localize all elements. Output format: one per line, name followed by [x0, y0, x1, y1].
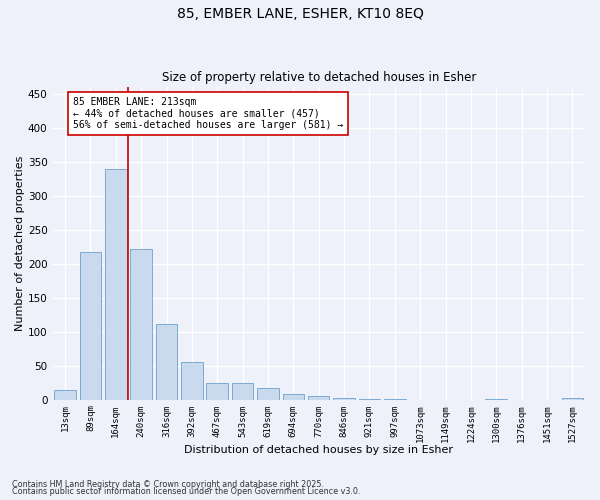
- Bar: [384, 399, 406, 400]
- Bar: [105, 168, 127, 400]
- Bar: [283, 394, 304, 400]
- Bar: [80, 252, 101, 400]
- Bar: [333, 398, 355, 400]
- Text: 85, EMBER LANE, ESHER, KT10 8EQ: 85, EMBER LANE, ESHER, KT10 8EQ: [176, 8, 424, 22]
- Bar: [359, 399, 380, 400]
- X-axis label: Distribution of detached houses by size in Esher: Distribution of detached houses by size …: [184, 445, 453, 455]
- Bar: [156, 324, 177, 400]
- Bar: [130, 249, 152, 400]
- Bar: [181, 362, 203, 400]
- Bar: [562, 398, 583, 400]
- Bar: [54, 390, 76, 400]
- Bar: [308, 396, 329, 400]
- Text: 85 EMBER LANE: 213sqm
← 44% of detached houses are smaller (457)
56% of semi-det: 85 EMBER LANE: 213sqm ← 44% of detached …: [73, 98, 343, 130]
- Bar: [232, 382, 253, 400]
- Y-axis label: Number of detached properties: Number of detached properties: [15, 156, 25, 331]
- Bar: [485, 399, 507, 400]
- Title: Size of property relative to detached houses in Esher: Size of property relative to detached ho…: [161, 72, 476, 85]
- Text: Contains HM Land Registry data © Crown copyright and database right 2025.: Contains HM Land Registry data © Crown c…: [12, 480, 324, 489]
- Text: Contains public sector information licensed under the Open Government Licence v3: Contains public sector information licen…: [12, 487, 361, 496]
- Bar: [206, 382, 228, 400]
- Bar: [257, 388, 279, 400]
